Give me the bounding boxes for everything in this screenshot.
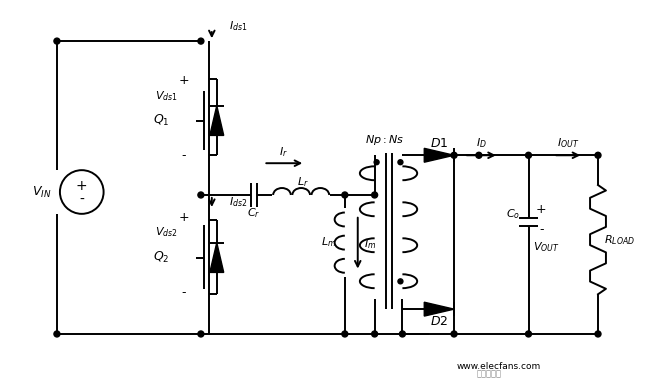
Text: $V_{ds2}$: $V_{ds2}$ [155,225,178,238]
Circle shape [398,279,403,284]
Text: $D1$: $D1$ [430,137,448,150]
Text: +: + [536,204,547,216]
Text: -: - [539,223,544,236]
Text: $I_r$: $I_r$ [279,146,287,159]
Circle shape [526,152,532,158]
Text: $R_{LOAD}$: $R_{LOAD}$ [604,233,636,247]
Circle shape [54,38,60,44]
Circle shape [198,38,204,44]
Text: $Q_1$: $Q_1$ [153,113,169,128]
Text: $Np:Ns$: $Np:Ns$ [365,133,404,147]
Text: $L_m$: $L_m$ [321,235,337,248]
Text: $I_D$: $I_D$ [476,136,487,150]
Text: +: + [179,211,189,224]
Text: 电子发烧友: 电子发烧友 [476,369,501,378]
Text: $I_{ds2}$: $I_{ds2}$ [229,195,248,209]
Circle shape [54,331,60,337]
Text: -: - [79,193,84,207]
Text: $I_{OUT}$: $I_{OUT}$ [557,136,579,150]
Text: $I_m$: $I_m$ [364,237,376,250]
Text: +: + [179,74,189,87]
Text: $V_{IN}$: $V_{IN}$ [32,184,52,200]
Text: $D2$: $D2$ [430,314,448,328]
Circle shape [371,192,378,198]
Circle shape [398,160,403,165]
Circle shape [595,331,601,337]
Text: $Q_2$: $Q_2$ [153,250,169,265]
Polygon shape [210,243,224,272]
Circle shape [595,152,601,158]
Text: $C_r$: $C_r$ [247,206,260,220]
Circle shape [371,331,378,337]
Text: $V_{ds1}$: $V_{ds1}$ [155,89,178,103]
Circle shape [374,160,379,165]
Circle shape [342,331,348,337]
Circle shape [526,331,532,337]
Text: $C_o$: $C_o$ [506,207,519,221]
Circle shape [451,331,457,337]
Text: $V_{OUT}$: $V_{OUT}$ [533,241,559,255]
Circle shape [476,152,482,158]
Text: -: - [182,149,186,162]
Circle shape [451,152,457,158]
Circle shape [198,192,204,198]
Text: -: - [182,286,186,299]
Text: $I_{ds1}$: $I_{ds1}$ [229,19,248,33]
Circle shape [198,331,204,337]
Circle shape [342,192,348,198]
Polygon shape [424,302,454,316]
Text: www.elecfans.com: www.elecfans.com [457,362,541,371]
Polygon shape [424,148,454,162]
Polygon shape [210,106,224,136]
Text: $L_r$: $L_r$ [297,175,309,189]
Circle shape [399,331,406,337]
Text: +: + [76,179,88,193]
